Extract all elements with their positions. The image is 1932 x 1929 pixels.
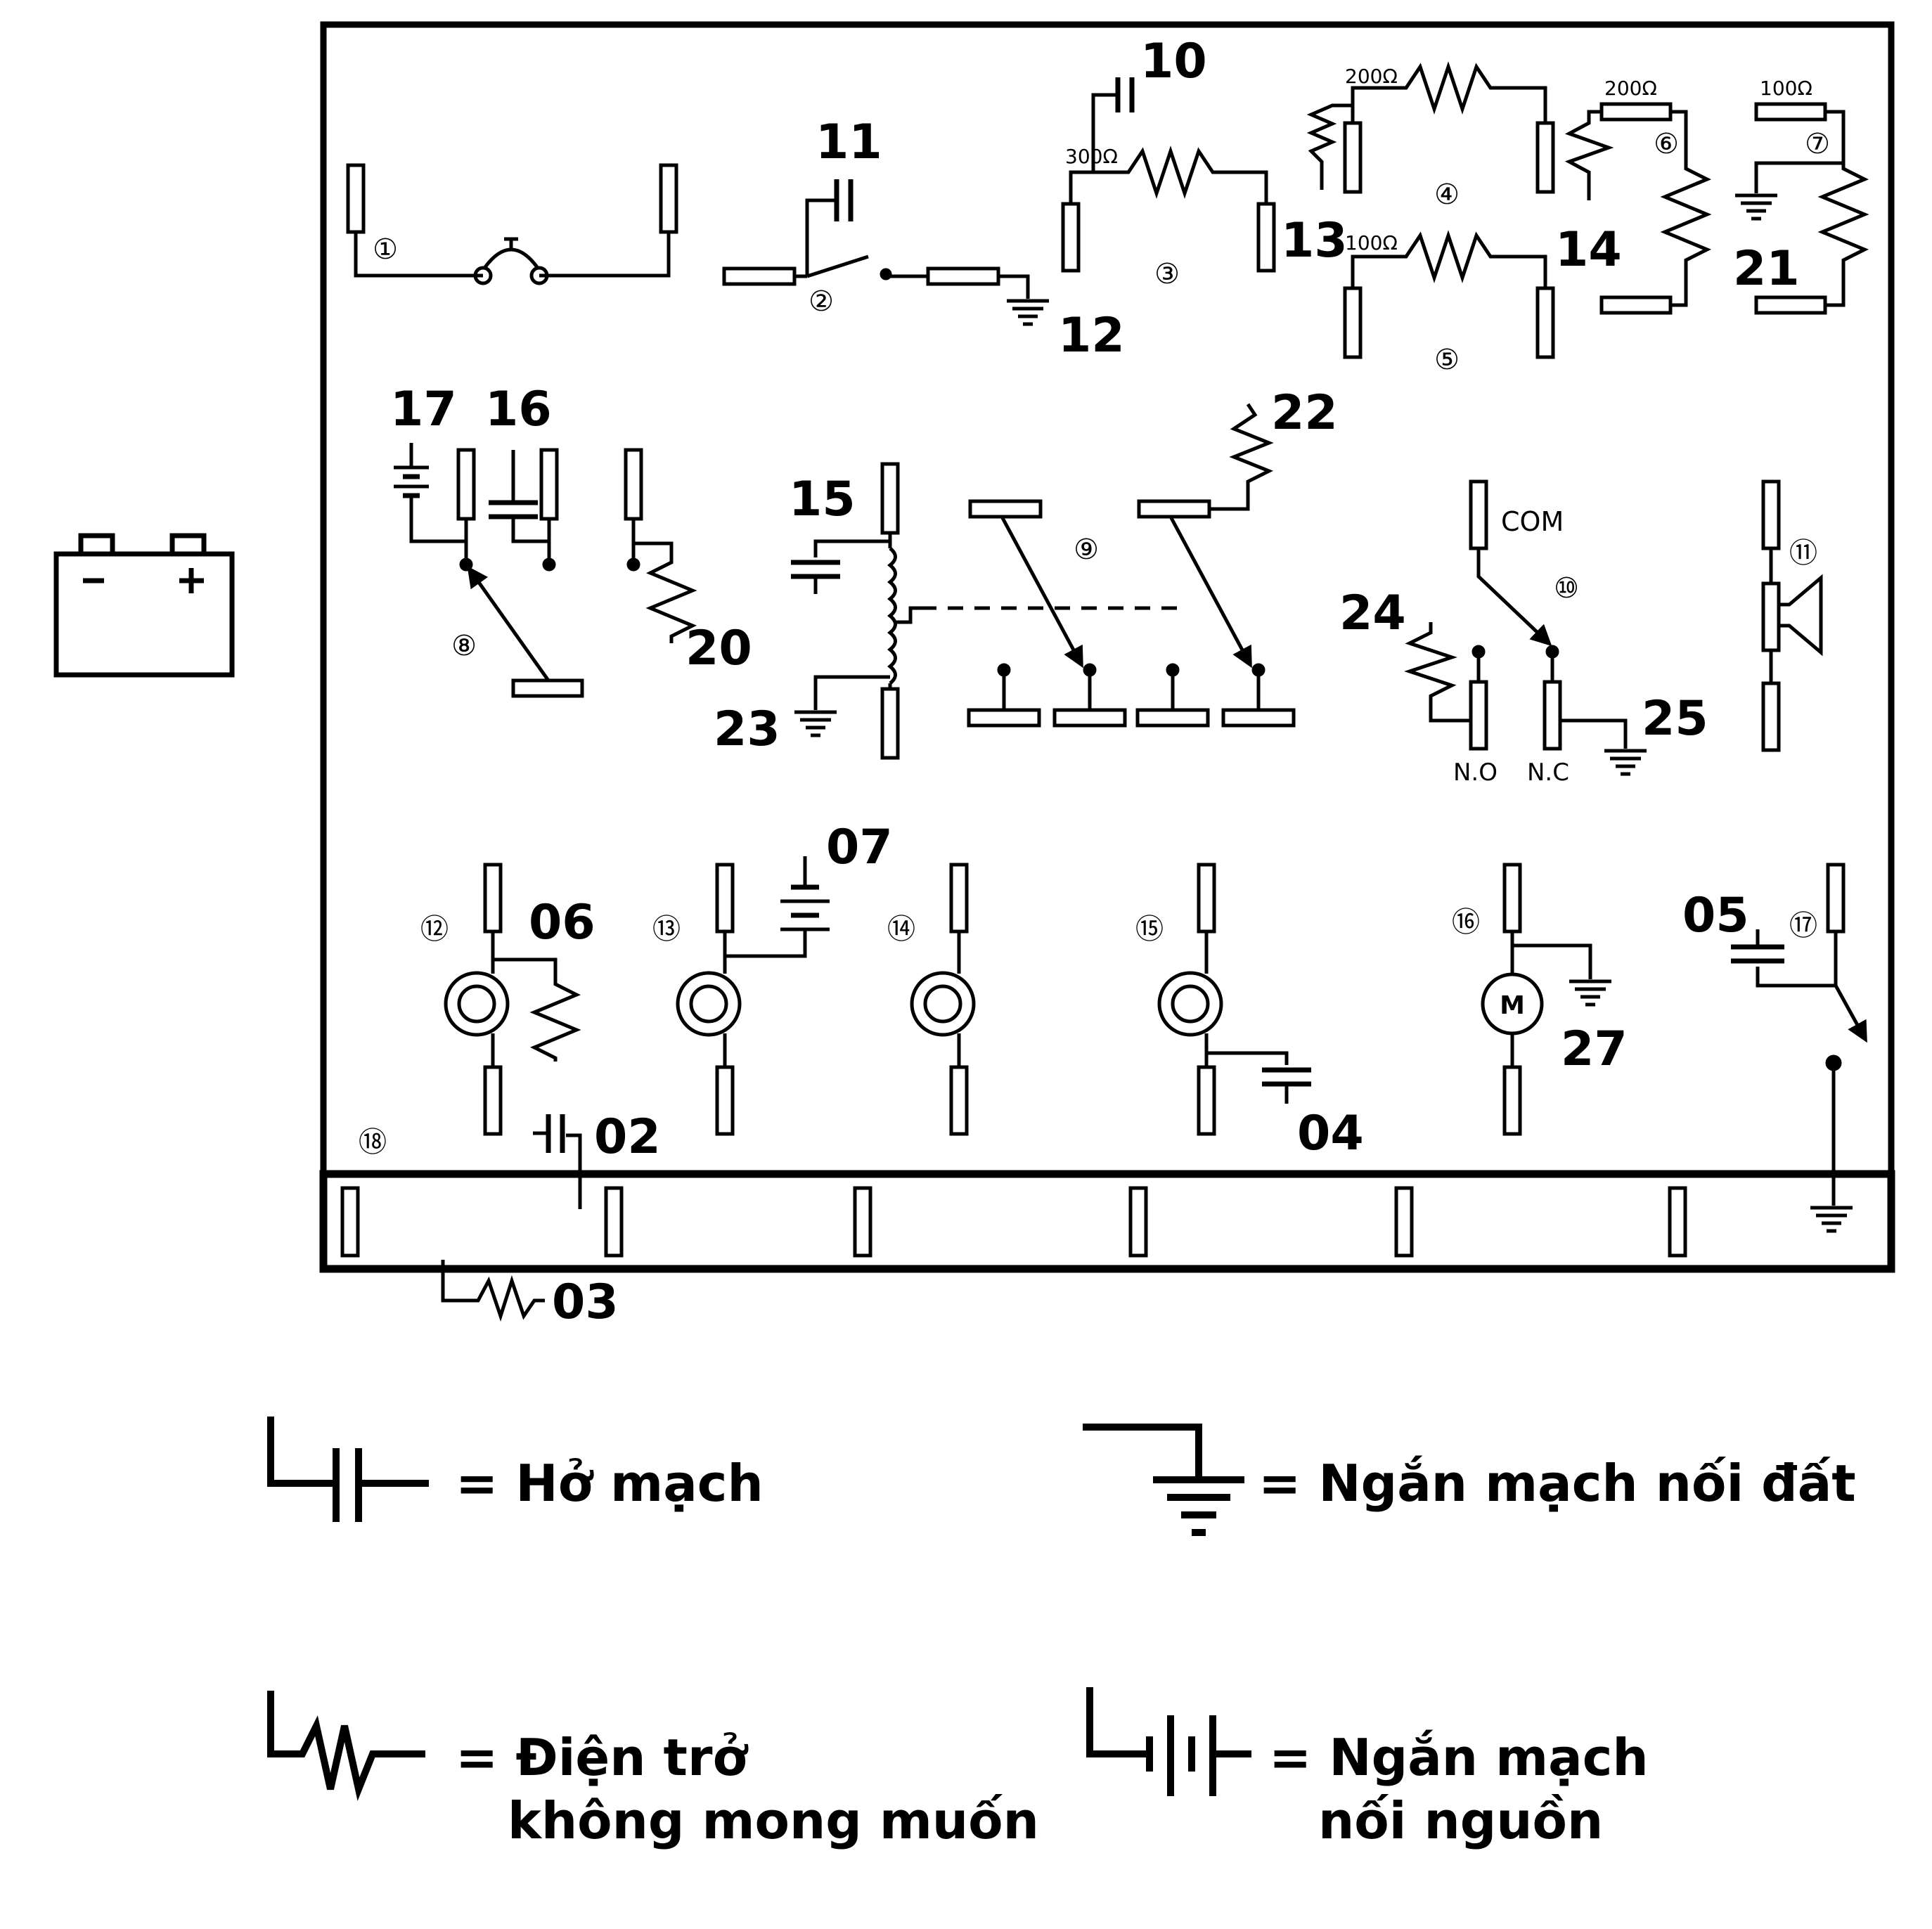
- circuit-number: ⑤: [1434, 344, 1460, 376]
- battery-icon: [53, 533, 235, 678]
- ground-symbol: [1569, 981, 1611, 1005]
- circuit-2: [722, 179, 1030, 299]
- circuit-12: [444, 863, 581, 1136]
- fault-label-15: 15: [789, 472, 856, 527]
- ground-symbol: [1604, 751, 1647, 774]
- circuit-number: ⑪: [1789, 537, 1817, 569]
- circuit-7: [1754, 102, 1869, 315]
- circuit-number: ①: [373, 233, 398, 266]
- legend-short-to-ground-text: = Ngắn mạch nối đất: [1258, 1454, 1856, 1513]
- resistor-value: 100Ω: [1760, 77, 1812, 100]
- circuit-13: [676, 856, 830, 1136]
- legend-short-to-power-text-1: = Ngắn mạch: [1269, 1728, 1649, 1787]
- fault-label-20: 20: [685, 621, 752, 676]
- fault-label-12: 12: [1058, 308, 1125, 363]
- circuit-6: [1564, 102, 1712, 315]
- resistor-value: 100Ω: [1345, 231, 1398, 254]
- circuit-11: [1761, 479, 1823, 752]
- legend-unwanted-resistance-text-1: = Điện trở: [456, 1728, 748, 1787]
- fault-label-13: 13: [1281, 213, 1348, 269]
- circuit-8: [394, 443, 584, 698]
- resistor-value: 200Ω: [1345, 65, 1398, 88]
- fault-label-14: 14: [1555, 222, 1622, 278]
- fault-label-02: 02: [594, 1109, 661, 1165]
- legend-short-to-ground-symbol: [1083, 1424, 1244, 1536]
- ground-symbol: [794, 712, 837, 735]
- fault-label-06: 06: [529, 895, 595, 950]
- relay-nc-label: N.C: [1527, 759, 1569, 787]
- circuit-number: ⑩: [1554, 572, 1579, 605]
- legend-open-circuit-text: = Hở mạch: [456, 1454, 764, 1513]
- ground-symbol: [1007, 301, 1049, 324]
- circuit-number: ⑮: [1135, 913, 1164, 946]
- circuit-number: ⑦: [1805, 128, 1830, 160]
- resistance-03: [441, 1260, 545, 1322]
- circuit-3: [1061, 77, 1276, 273]
- legend-unwanted-resistance-symbol: [267, 1691, 425, 1801]
- fault-label-25: 25: [1642, 691, 1708, 747]
- fault-label-04: 04: [1297, 1106, 1364, 1161]
- fault-label-11: 11: [816, 115, 882, 170]
- circuit-number: ②: [809, 285, 834, 318]
- circuit-number: ⑨: [1074, 534, 1099, 566]
- fault-label-22: 22: [1271, 385, 1338, 441]
- circuit-number: ⑭: [887, 913, 915, 946]
- relay-com-label: COM: [1501, 506, 1564, 537]
- circuit-number: ⑫: [420, 913, 449, 946]
- relay-no-label: N.O: [1453, 759, 1498, 787]
- circuit-number: ④: [1434, 179, 1460, 211]
- circuit-16: [1481, 863, 1592, 1136]
- fault-label-21: 21: [1733, 241, 1800, 297]
- fault-label-05: 05: [1682, 888, 1749, 943]
- legend-open-circuit-symbol: [267, 1417, 429, 1522]
- connector-pins: [340, 1186, 1687, 1258]
- fault-label-24: 24: [1339, 586, 1406, 641]
- connector-ground-symbol: [1810, 1208, 1853, 1231]
- circuit-14: [910, 863, 976, 1136]
- circuit-15: [1157, 863, 1311, 1136]
- ground-symbol: [1735, 195, 1777, 219]
- fault-label-03: 03: [552, 1275, 619, 1330]
- main-frame: [320, 21, 1895, 1272]
- connector-bar: [319, 1170, 1895, 1273]
- open-circuit-02: [533, 1114, 582, 1209]
- circuit-17: [1731, 863, 1867, 1206]
- resistor-value: 300Ω: [1065, 145, 1118, 168]
- circuit-number: ③: [1154, 258, 1180, 290]
- circuit-number: ⑧: [451, 630, 477, 662]
- resistor-branch-20: [624, 448, 697, 643]
- circuit-4: [1306, 61, 1555, 194]
- fault-label-16: 16: [485, 382, 552, 437]
- circuit-number: ⑥: [1654, 128, 1679, 160]
- circuit-5: [1343, 230, 1555, 359]
- circuit-number: ⑯: [1452, 906, 1480, 938]
- circuit-number: ⑰: [1789, 910, 1817, 942]
- resistor-value: 200Ω: [1604, 77, 1657, 100]
- fault-label-27: 27: [1561, 1021, 1628, 1077]
- fault-label-07: 07: [826, 820, 893, 875]
- fault-label-10: 10: [1140, 34, 1207, 89]
- circuit-number: ⑱: [359, 1126, 387, 1159]
- fault-label-17: 17: [390, 382, 457, 437]
- motor-label: M: [1500, 991, 1525, 1020]
- circuit-number: ⑬: [652, 913, 681, 946]
- circuit-1: [346, 163, 678, 285]
- legend-short-to-power-symbol: [1086, 1687, 1251, 1796]
- legend-short-to-power-text-2: nối nguồn: [1318, 1791, 1603, 1850]
- fault-label-23: 23: [714, 702, 780, 757]
- legend-unwanted-resistance-text-2: không mong muốn: [508, 1791, 1039, 1850]
- circuit-10: [1404, 479, 1628, 751]
- circuit-9: [791, 403, 1296, 760]
